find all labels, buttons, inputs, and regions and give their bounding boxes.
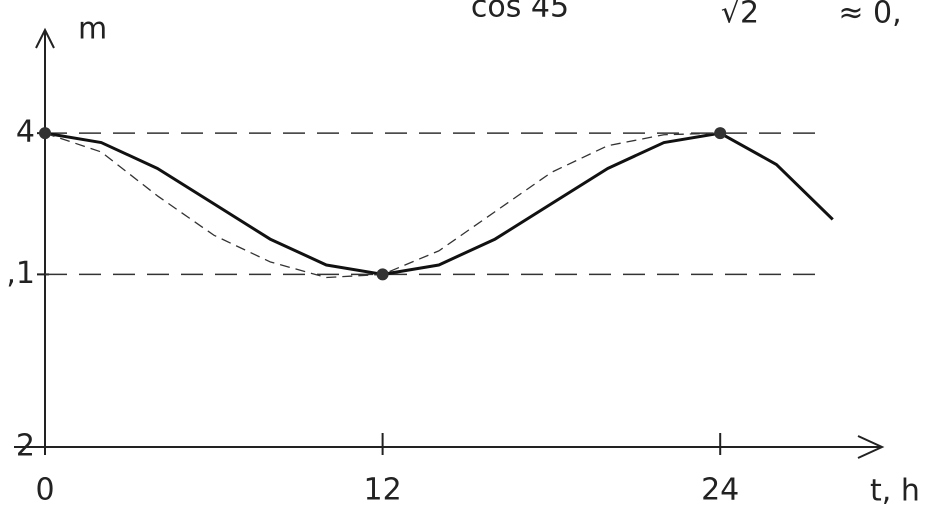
x-axis (14, 435, 885, 459)
annotation: cos 45 (471, 0, 569, 25)
y-tick-label: 2 (16, 429, 35, 464)
x-tick-label: 24 (701, 473, 739, 508)
y-tick-label: ,1 (6, 256, 35, 291)
data-point (376, 268, 389, 281)
y-axis-label: m (78, 12, 107, 47)
data-point (39, 127, 51, 140)
x-tick-label: 0 (35, 473, 54, 508)
x-axis-label: t, h (870, 474, 920, 509)
data-point (714, 127, 727, 140)
y-tick-label: 4 (16, 115, 35, 150)
annotation: √2 (721, 0, 759, 31)
data-line (44, 131, 834, 276)
x-tick-label: 12 (364, 473, 402, 508)
data-line (44, 132, 721, 279)
annotation: ≈ 0, (838, 0, 901, 31)
y-axis (35, 27, 55, 447)
